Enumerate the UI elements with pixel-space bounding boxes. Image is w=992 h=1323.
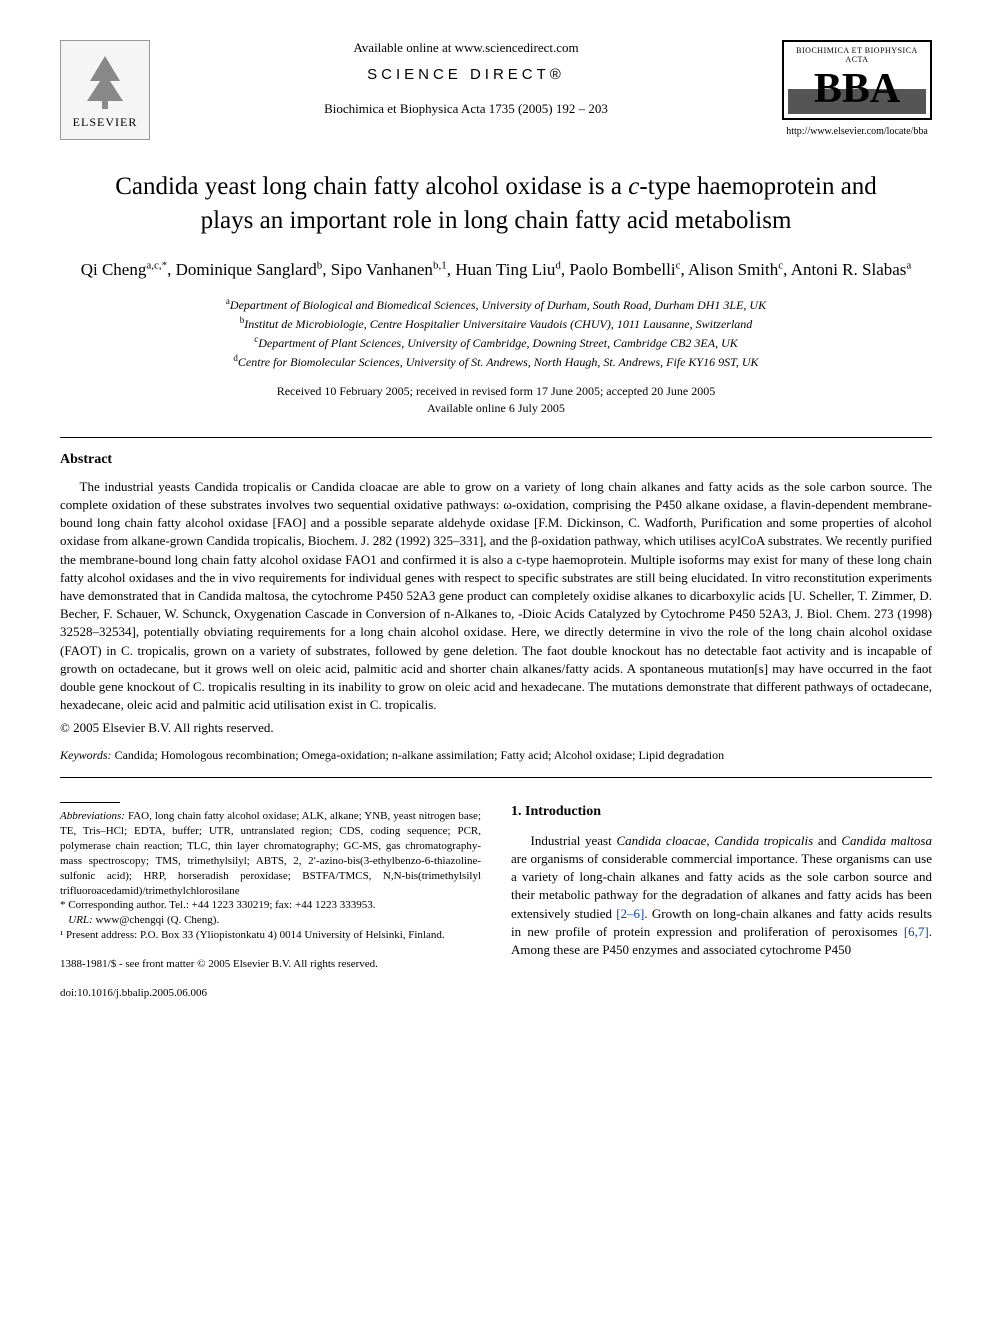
journal-reference: Biochimica et Biophysica Acta 1735 (2005… xyxy=(170,101,762,117)
title-text: Candida yeast long chain fatty alcohol o… xyxy=(115,173,877,234)
tree-icon xyxy=(75,51,135,111)
bba-top-text: BIOCHIMICA ET BIOPHYSICA ACTA xyxy=(788,46,926,64)
doi-line: doi:10.1016/j.bbalip.2005.06.006 xyxy=(60,986,481,1001)
article-dates: Received 10 February 2005; received in r… xyxy=(60,383,932,417)
bba-box: BIOCHIMICA ET BIOPHYSICA ACTA BBA xyxy=(782,40,932,120)
received-date: Received 10 February 2005; received in r… xyxy=(60,383,932,400)
abstract-copyright: © 2005 Elsevier B.V. All rights reserved… xyxy=(60,720,932,736)
available-date: Available online 6 July 2005 xyxy=(60,400,932,417)
author-list: Qi Chenga,c,*, Dominique Sanglardb, Sipo… xyxy=(60,258,932,282)
left-column: Abbreviations: FAO, long chain fatty alc… xyxy=(60,802,481,1001)
affiliation-c: cDepartment of Plant Sciences, Universit… xyxy=(60,333,932,352)
sciencedirect-logo: SCIENCE DIRECT® xyxy=(170,66,762,83)
paper-header: ELSEVIER Available online at www.science… xyxy=(60,40,932,140)
author-url: URL: www@chengqi (Q. Cheng). xyxy=(60,913,481,928)
abbrev-text: FAO, long chain fatty alcohol oxidase; A… xyxy=(60,810,481,896)
abbrev-label: Abbreviations: xyxy=(60,810,125,822)
url-value: www@chengqi (Q. Cheng). xyxy=(95,914,219,926)
corresponding-author: * Corresponding author. Tel.: +44 1223 3… xyxy=(60,898,481,913)
bba-letters: BBA xyxy=(788,64,926,114)
abstract-heading: Abstract xyxy=(60,452,932,468)
center-header: Available online at www.sciencedirect.co… xyxy=(150,40,782,117)
affiliations: aDepartment of Biological and Biomedical… xyxy=(60,295,932,371)
elsevier-label: ELSEVIER xyxy=(73,115,138,130)
keywords-line: Keywords: Candida; Homologous recombinat… xyxy=(60,748,932,763)
abbreviations-footnote: Abbreviations: FAO, long chain fatty alc… xyxy=(60,809,481,898)
front-matter-line: 1388-1981/$ - see front matter © 2005 El… xyxy=(60,957,481,972)
introduction-heading: 1. Introduction xyxy=(511,802,932,822)
abstract-body: The industrial yeasts Candida tropicalis… xyxy=(60,478,932,714)
keywords-label: Keywords: xyxy=(60,748,112,762)
bba-logo-block: BIOCHIMICA ET BIOPHYSICA ACTA BBA http:/… xyxy=(782,40,932,137)
affiliation-a: aDepartment of Biological and Biomedical… xyxy=(60,295,932,314)
affiliation-b: bInstitut de Microbiologie, Centre Hospi… xyxy=(60,314,932,333)
right-column: 1. Introduction Industrial yeast Candida… xyxy=(511,802,932,1001)
url-label: URL: xyxy=(68,914,92,926)
introduction-body: Industrial yeast Candida cloacae, Candid… xyxy=(511,832,932,959)
divider xyxy=(60,437,932,438)
footnote-rule xyxy=(60,802,120,803)
bba-url: http://www.elsevier.com/locate/bba xyxy=(782,126,932,137)
available-online-text: Available online at www.sciencedirect.co… xyxy=(170,40,762,56)
divider xyxy=(60,777,932,778)
keywords-list: Candida; Homologous recombination; Omega… xyxy=(115,748,725,762)
two-column-region: Abbreviations: FAO, long chain fatty alc… xyxy=(60,802,932,1001)
present-address: ¹ Present address: P.O. Box 33 (Yliopist… xyxy=(60,928,481,943)
article-title: Candida yeast long chain fatty alcohol o… xyxy=(100,170,892,238)
affiliation-d: dCentre for Biomolecular Sciences, Unive… xyxy=(60,352,932,371)
elsevier-logo: ELSEVIER xyxy=(60,40,150,140)
